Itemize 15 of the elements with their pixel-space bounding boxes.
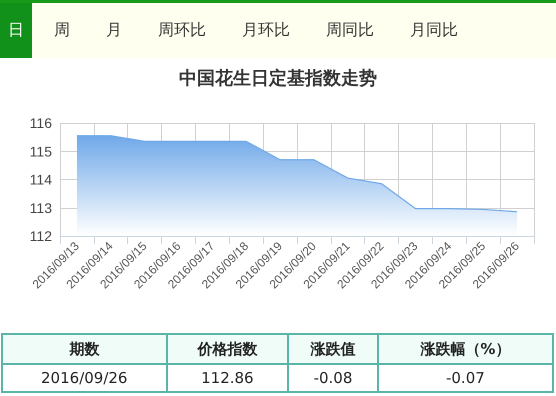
text: 涨跌幅（%） [378,334,553,364]
y-tick-label: 115 [30,143,52,160]
chart-title: 中国花生日定基指数走势 [178,67,378,90]
text: 涨跌值 [288,334,378,364]
y-tick-label: 114 [30,172,52,188]
y-tick-label: 112 [30,228,52,244]
text: 112.86 [166,364,288,392]
text: -0.07 [378,364,553,392]
text: 2016/09/26 [2,364,167,392]
tab-bar: 日 周 月 周环比 月环比 周同比 月同比 [0,0,556,58]
text: 期数 [2,334,167,364]
y-tick-label: 113 [30,200,52,216]
y-tick-label: 116 [30,115,52,131]
text: 价格指数 [166,334,288,364]
text: -0.08 [288,364,378,392]
